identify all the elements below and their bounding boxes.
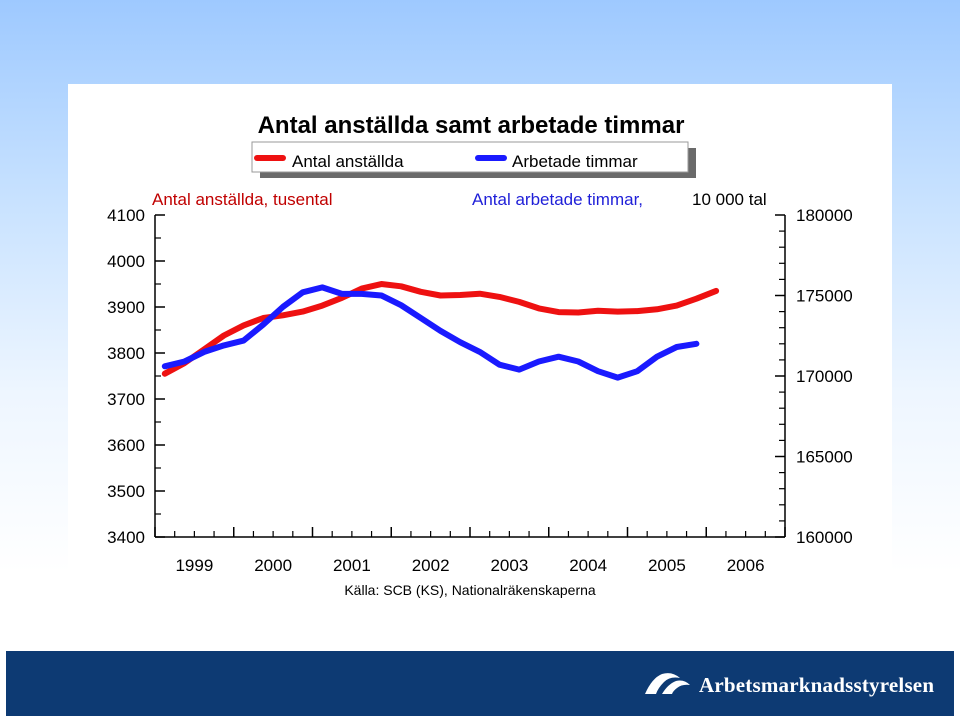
right-tick-label: 170000 [796,367,853,386]
x-tick-label: 2003 [490,556,528,575]
left-tick-label: 4000 [107,252,145,271]
tick-labels-layer: 3400 3500 3600 3700 3800 3900 4000 4100 160000 16… [107,206,853,575]
right-axis-title: Antal arbetade timmar, [472,190,643,209]
right-tick-label: 165000 [796,448,853,467]
left-tick-label: 3700 [107,390,145,409]
arbetsmarknadsstyrelsen-logo [645,673,690,694]
x-tick-label: 2002 [412,556,450,575]
right-tick-label: 175000 [796,287,853,306]
right-tick-label: 160000 [796,528,853,547]
legend-box [251,141,689,173]
left-tick-label: 3800 [107,344,145,363]
source-note: Källa: SCB (KS), Nationalräkenskaperna [344,582,596,598]
left-tick-label: 3600 [107,436,145,455]
right-axis-unit: 10 000 tal [692,190,767,209]
left-tick-label: 3400 [107,528,145,547]
chart-title: Antal anställda samt arbetade timmar [258,112,685,139]
left-tick-label: 3500 [107,482,145,501]
legend-label-arbetade-timmar: Arbetade timmar [512,152,638,171]
series-line-arbetade-timmar [161,284,700,381]
x-tick-label: 1999 [175,556,213,575]
series-layer [161,281,720,381]
right-tick-label: 180000 [796,206,853,225]
x-tick-label: 2004 [569,556,607,575]
logo-wordmark: Arbetsmarknadsstyrelsen [699,673,935,697]
footer-bar [6,651,954,716]
ticks-layer [154,214,786,538]
x-tick-label: 2000 [254,556,292,575]
x-tick-label: 2006 [727,556,765,575]
left-axis-title: Antal anställda, tusental [152,190,333,209]
x-tick-label: 2005 [648,556,686,575]
left-tick-label: 3900 [107,298,145,317]
legend-label-antal-anstallda: Antal anställda [292,152,404,171]
left-tick-label: 4100 [107,206,145,225]
x-tick-label: 2001 [333,556,371,575]
